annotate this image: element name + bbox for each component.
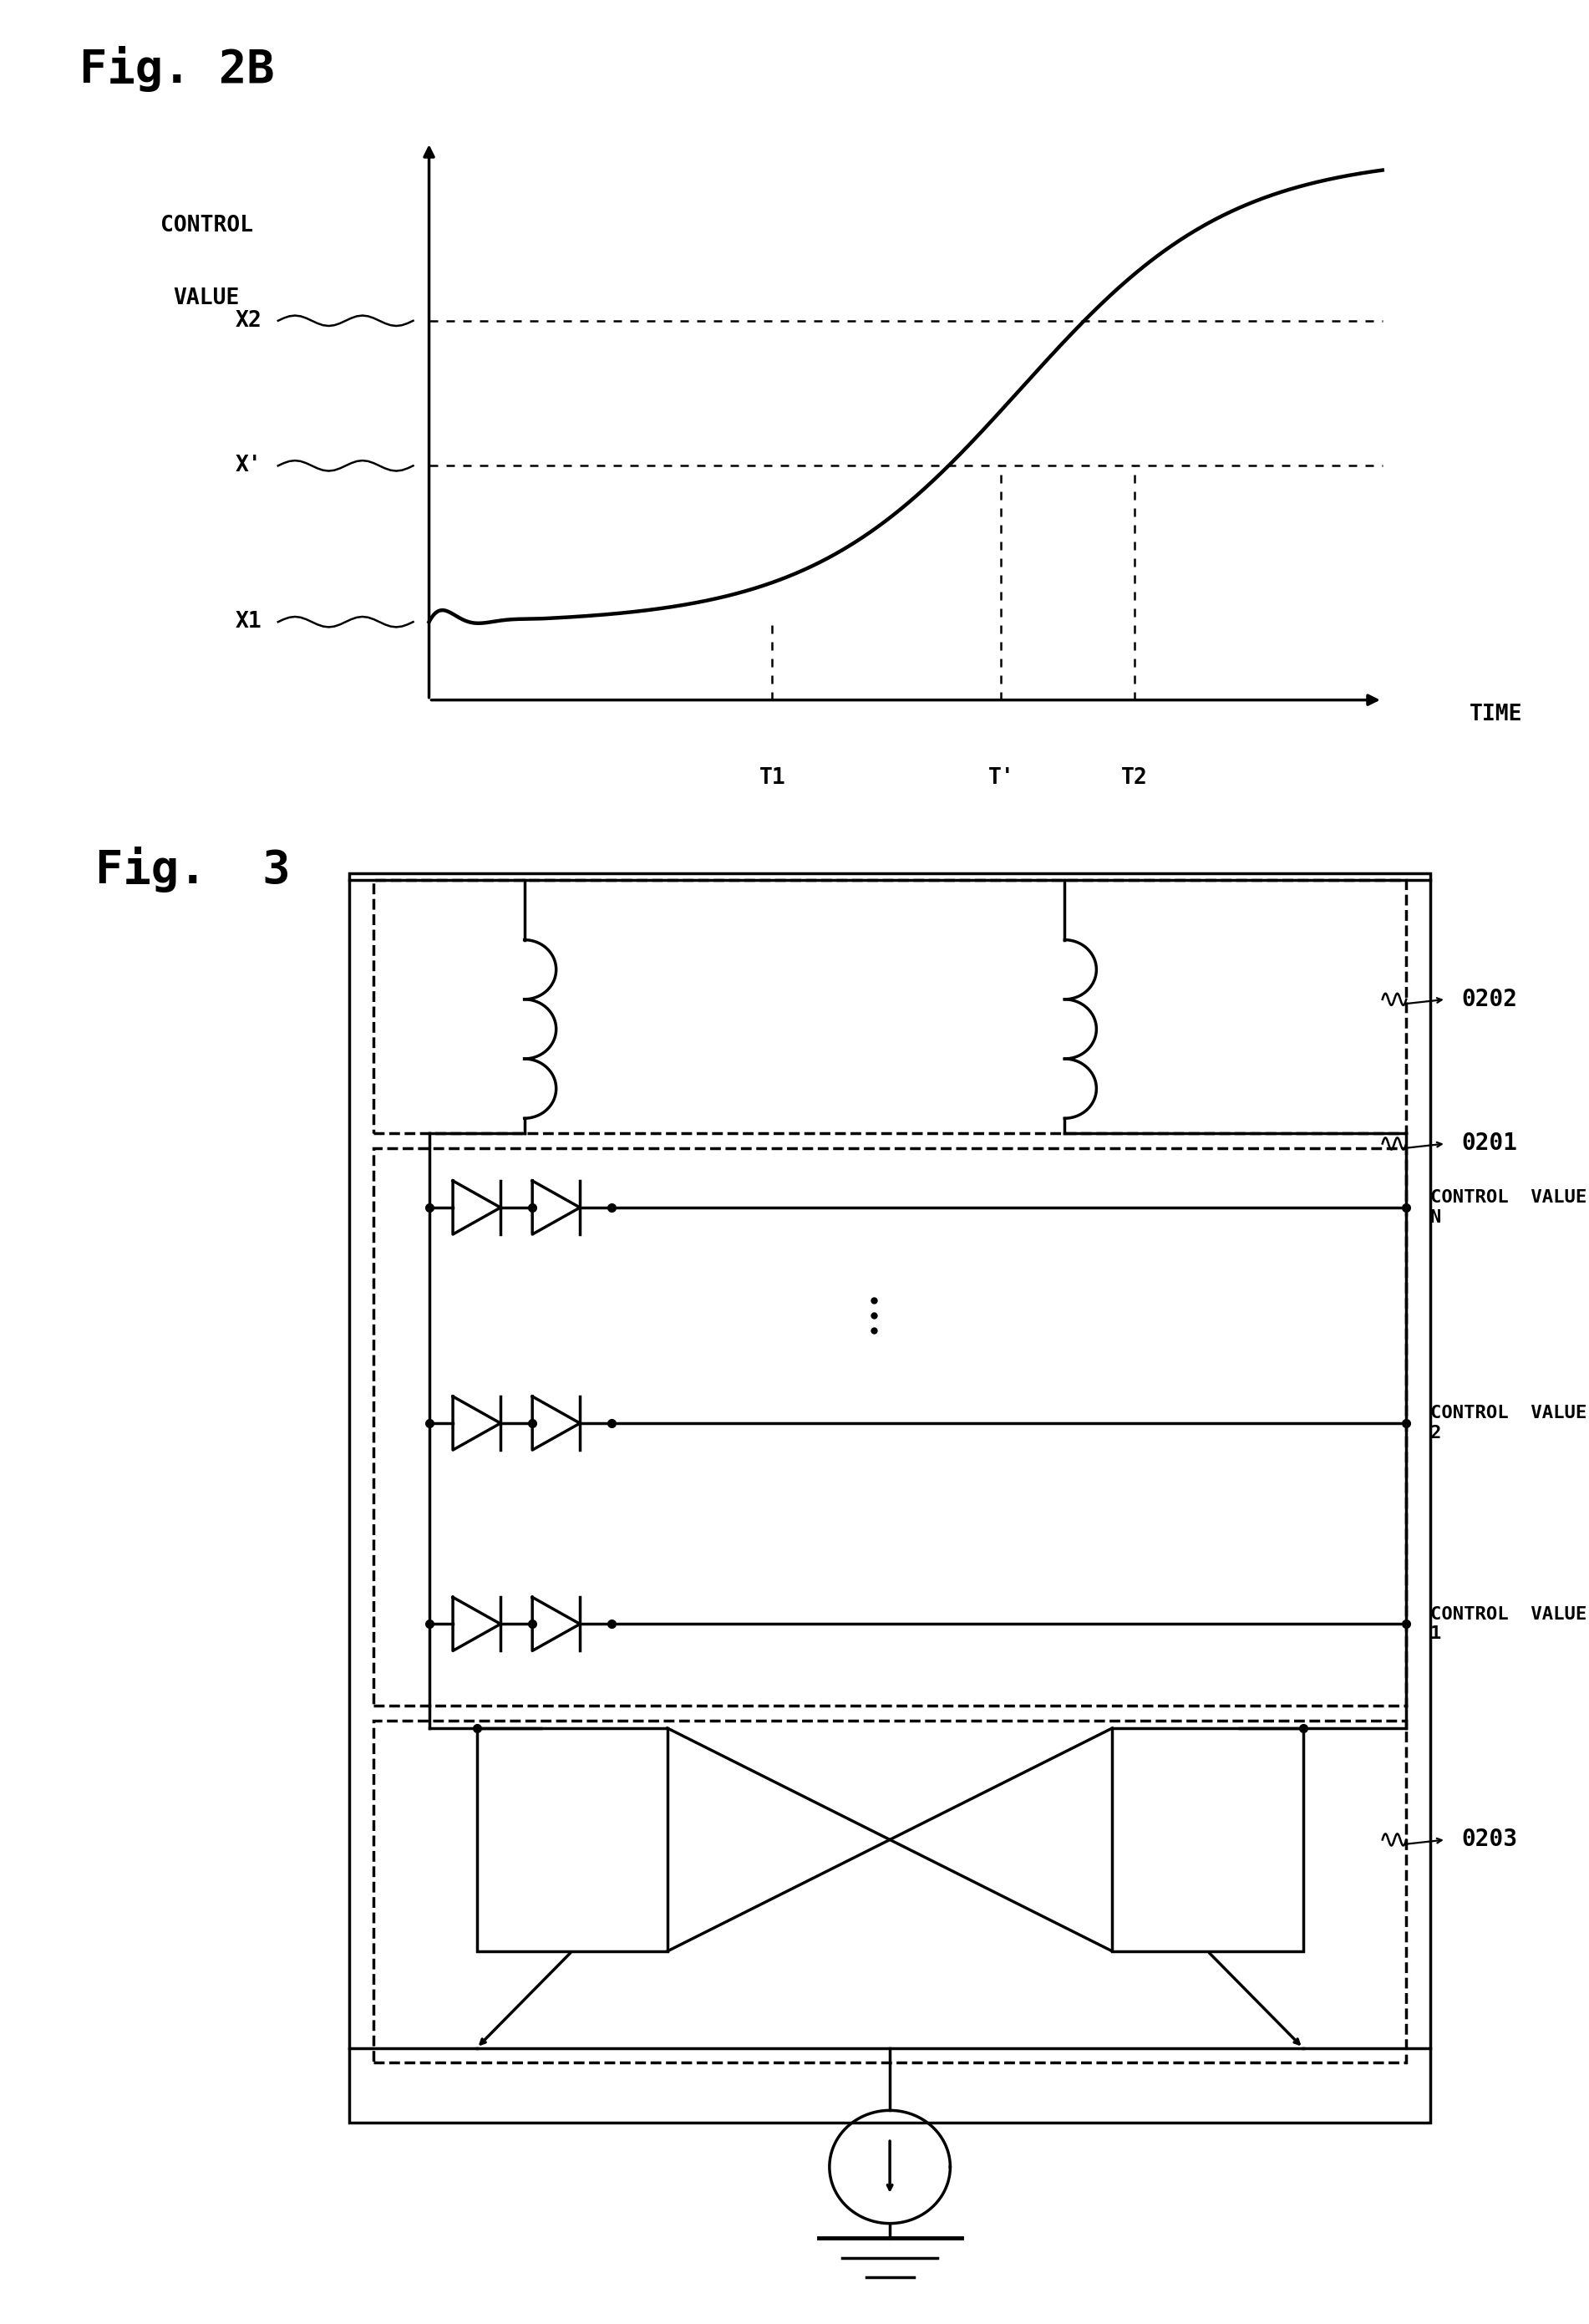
Bar — [1112, 1729, 1303, 1952]
Bar — [350, 874, 1430, 2122]
Text: Fig.  3: Fig. 3 — [95, 846, 291, 892]
Bar — [373, 1148, 1406, 1706]
Text: CONTROL  VALUE
2: CONTROL VALUE 2 — [1430, 1406, 1586, 1441]
Bar — [477, 1729, 667, 1952]
Text: 0201: 0201 — [1462, 1132, 1517, 1155]
Text: CONTROL: CONTROL — [160, 216, 253, 237]
Text: TIME: TIME — [1470, 704, 1522, 725]
Text: CONTROL  VALUE
N: CONTROL VALUE N — [1430, 1190, 1586, 1225]
Text: VALUE: VALUE — [173, 288, 240, 309]
Text: X2: X2 — [235, 309, 262, 332]
Text: 0202: 0202 — [1462, 988, 1517, 1011]
Bar — [373, 1720, 1406, 2064]
Text: T2: T2 — [1122, 767, 1147, 788]
Text: T': T' — [988, 767, 1014, 788]
Text: X1: X1 — [235, 611, 262, 632]
Text: Fig. 2B: Fig. 2B — [79, 46, 275, 91]
Text: T1: T1 — [760, 767, 785, 788]
Text: CONTROL  VALUE
1: CONTROL VALUE 1 — [1430, 1606, 1586, 1643]
Text: X': X' — [235, 456, 262, 476]
Text: 0203: 0203 — [1462, 1829, 1517, 1852]
Bar — [373, 881, 1406, 1134]
